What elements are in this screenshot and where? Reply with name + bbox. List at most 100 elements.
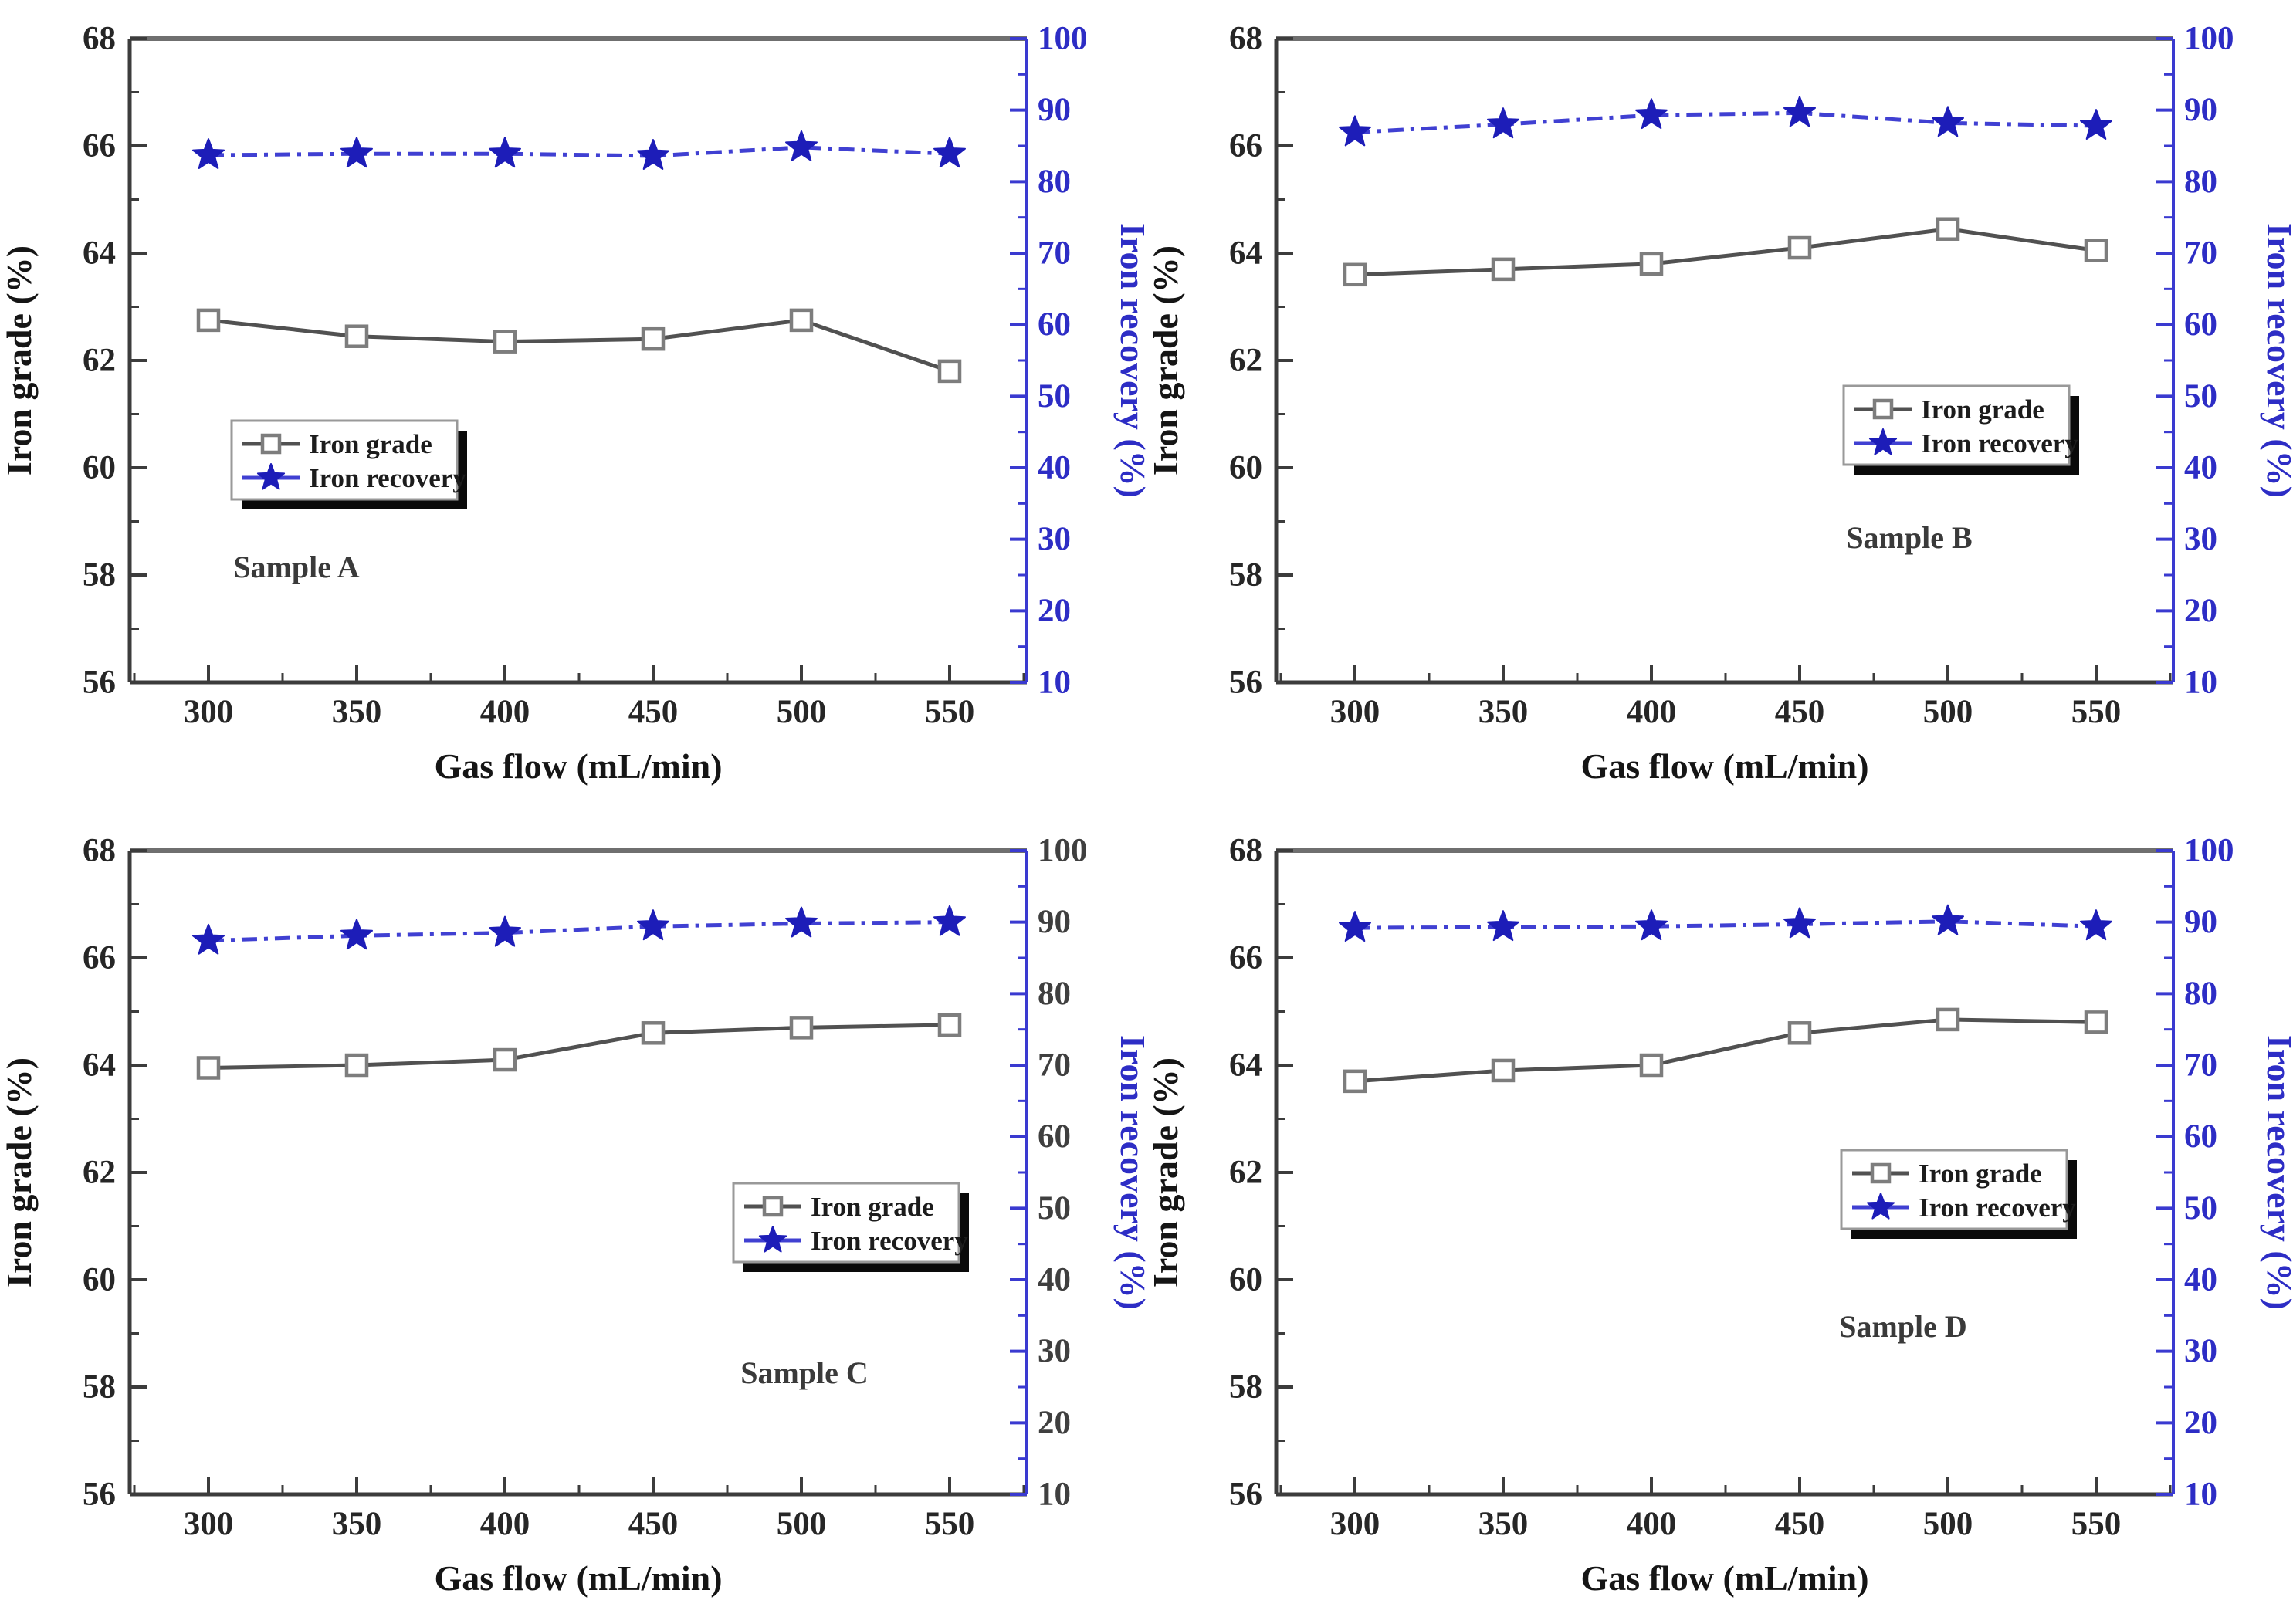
iron-recovery-line [208, 145, 950, 158]
legend-label-iron-recovery: Iron recovery [1919, 1193, 2076, 1223]
y-right-axis-label: Iron recovery (%) [1113, 1035, 1146, 1310]
x-tick-label: 400 [480, 694, 530, 730]
right-tick-label: 100 [2184, 833, 2234, 869]
x-tick-label: 300 [184, 694, 234, 730]
right-tick-label: 10 [1038, 1477, 1071, 1513]
x-axis-label: Gas flow (mL/min) [1580, 746, 1868, 786]
right-tick-label: 40 [1038, 450, 1071, 486]
square-marker [1343, 1069, 1367, 1094]
star-marker [1635, 909, 1668, 941]
star-marker [785, 906, 818, 938]
square-marker [2084, 1010, 2108, 1034]
sample-label: Sample A [233, 550, 359, 584]
right-tick-label: 80 [1038, 164, 1071, 200]
left-tick-label: 64 [1229, 235, 1262, 272]
y-right-axis-label: Iron recovery (%) [2260, 1035, 2293, 1310]
x-tick-label: 300 [1330, 1506, 1380, 1542]
right-tick-label: 50 [2184, 1190, 2217, 1226]
x-tick-label: 400 [1627, 694, 1677, 730]
y-left-axis-label: Iron grade (%) [0, 245, 39, 475]
iron-grade-line [208, 318, 950, 374]
star-marker [489, 137, 521, 168]
right-tick-label: 30 [2184, 521, 2217, 557]
left-tick-label: 56 [83, 665, 116, 701]
right-tick-label: 70 [2184, 235, 2217, 272]
star-marker [192, 923, 225, 955]
star-marker [340, 919, 373, 950]
square-marker [2084, 239, 2108, 262]
legend-label-iron-grade: Iron grade [811, 1192, 934, 1222]
square-marker [937, 359, 962, 384]
star-marker [340, 137, 373, 168]
y-left-axis-label: Iron grade (%) [1146, 1057, 1185, 1287]
square-marker [1936, 217, 1960, 241]
chart-sample-a: 300 350 400 450 500 550 56 58 60 62 64 66 68 10 20 30 40… [0, 21, 1146, 787]
left-tick-label: 68 [1229, 833, 1262, 869]
square-marker [1639, 252, 1664, 276]
left-tick-label: 60 [83, 1262, 116, 1298]
left-tick-label: 58 [83, 1369, 116, 1406]
iron-recovery-line [208, 920, 950, 943]
star-marker [2080, 909, 2112, 941]
star-marker [785, 130, 818, 161]
left-tick-label: 64 [83, 235, 116, 272]
legend-label-iron-recovery: Iron recovery [309, 463, 466, 493]
star-marker [1783, 96, 1816, 127]
square-marker [344, 1053, 369, 1078]
star-marker [1932, 106, 1964, 137]
left-tick-label: 58 [1229, 557, 1262, 594]
x-tick-label: 300 [184, 1506, 234, 1542]
left-tick-label: 56 [83, 1477, 116, 1513]
x-tick-label: 350 [1478, 694, 1529, 730]
x-tick-label: 500 [777, 1506, 827, 1542]
star-marker [1783, 907, 1816, 939]
star-marker [1339, 115, 1371, 147]
left-tick-label: 66 [83, 128, 116, 164]
y-left-axis-label: Iron grade (%) [0, 1057, 39, 1287]
chart-sample-d: 300 350 400 450 500 550 56 58 60 62 64 66 68 10 20 30 40… [1146, 833, 2293, 1599]
right-tick-label: 40 [1038, 1262, 1071, 1298]
x-tick-label: 450 [1775, 1506, 1825, 1542]
left-tick-label: 60 [1229, 450, 1262, 486]
left-tick-label: 60 [83, 450, 116, 486]
star-marker [489, 915, 521, 947]
square-marker [1639, 1053, 1664, 1078]
square-marker [789, 308, 814, 333]
right-tick-label: 80 [2184, 164, 2217, 200]
left-tick-label: 68 [83, 833, 116, 869]
right-tick-label: 40 [2184, 1262, 2217, 1298]
iron-grade-line [208, 1023, 950, 1070]
y-left-axis-label: Iron grade (%) [1146, 245, 1185, 475]
x-tick-label: 550 [925, 1506, 975, 1542]
left-tick-label: 62 [1229, 1155, 1262, 1191]
star-marker [1339, 911, 1371, 942]
x-tick-label: 300 [1330, 694, 1380, 730]
x-tick-label: 550 [925, 694, 975, 730]
right-tick-label: 90 [1038, 904, 1071, 940]
legend-square-marker [762, 1196, 784, 1217]
star-marker [1635, 98, 1668, 130]
left-tick-label: 64 [83, 1047, 116, 1084]
x-tick-label: 400 [1627, 1506, 1677, 1542]
right-tick-label: 20 [2184, 593, 2217, 629]
square-marker [196, 308, 221, 333]
right-tick-label: 30 [1038, 521, 1071, 557]
square-marker [789, 1016, 814, 1040]
square-marker [1936, 1007, 1960, 1032]
legend-label-iron-recovery: Iron recovery [1921, 428, 2078, 458]
x-tick-label: 550 [2071, 694, 2122, 730]
x-tick-label: 500 [1923, 1506, 1973, 1542]
square-marker [1491, 1058, 1516, 1083]
right-tick-label: 70 [1038, 1047, 1071, 1084]
legend-label-iron-grade: Iron grade [1921, 394, 2044, 425]
iron-grade-line [1354, 1017, 2097, 1084]
x-axis-label: Gas flow (mL/min) [434, 746, 722, 786]
sample-label: Sample B [1846, 520, 1972, 555]
chart-sample-b: 300 350 400 450 500 550 56 58 60 62 64 66 68 10 20 30 40… [1146, 21, 2293, 787]
square-marker [493, 330, 517, 354]
right-tick-label: 10 [1038, 665, 1071, 701]
x-tick-label: 450 [628, 1506, 679, 1542]
square-marker [641, 326, 666, 351]
right-tick-label: 60 [1038, 1118, 1071, 1155]
square-marker [196, 1056, 221, 1080]
